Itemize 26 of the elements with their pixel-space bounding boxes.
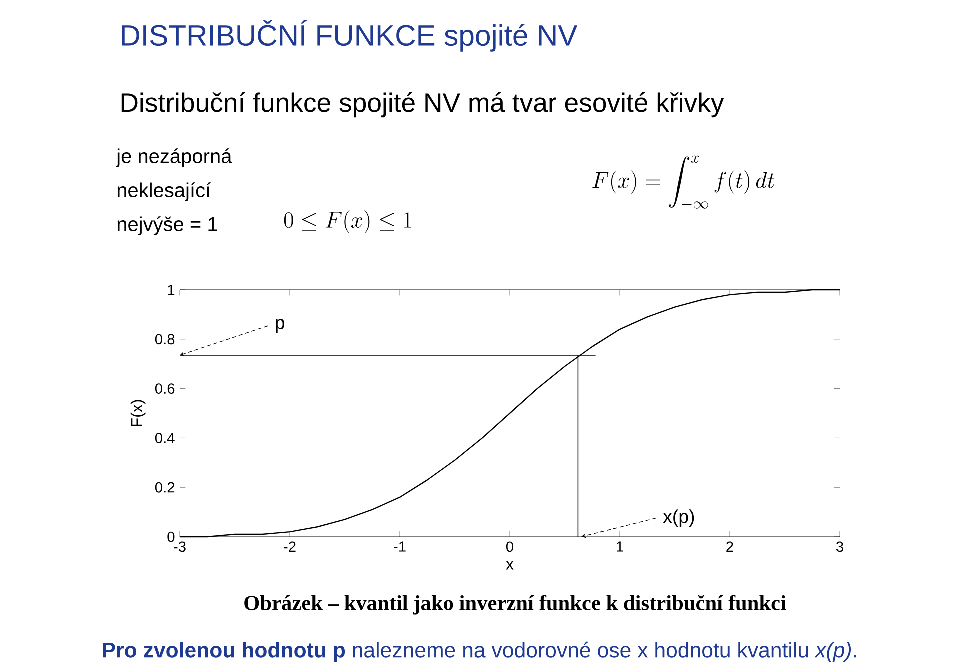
y-axis-title: F(x)	[130, 400, 146, 426]
y-tick-label: 0.6	[155, 384, 175, 394]
text: $F(x) = \int_{-\infty}^{x} f(t)\,dt$	[592, 156, 775, 209]
x-axis-title: x	[506, 561, 514, 570]
annotation: x(p)	[663, 510, 694, 528]
x-tick-label: -3	[174, 542, 186, 552]
x-tick-label: -2	[284, 542, 296, 552]
y-tick-label: 0	[168, 532, 175, 542]
text: Obrázek – kvantil jako inverzní funkce k distribuční funkci	[244, 595, 786, 615]
annotation: p	[276, 319, 285, 334]
x-tick-label: 1	[617, 542, 624, 552]
chart-subtitle: Distribuční funkce spojité NV má tvar esovité křivky	[122, 92, 724, 118]
text: je nezáporná	[116, 148, 232, 168]
text: $0 \le F(x) \le 1$	[284, 210, 412, 234]
x-tick-label: -1	[394, 542, 406, 552]
text: neklesající	[118, 182, 211, 202]
x-tick-label: 0	[506, 542, 514, 552]
y-tick-label: 0.4	[155, 433, 175, 444]
chart-title: DISTRIBUČNÍ FUNKCE spojité NV	[122, 20, 578, 52]
y-tick-label: 1	[168, 284, 175, 296]
y-tick-label: 0.2	[155, 482, 175, 493]
y-tick-label: 0.8	[155, 334, 175, 345]
x-tick-label: 3	[836, 542, 844, 552]
text: Pro zvolenou hodnotu p nalezneme na vodorovné ose x hodnotu kvantilu x(p).	[103, 642, 856, 662]
text: nejvýše = 1	[118, 216, 218, 236]
x-tick-label: 2	[726, 542, 734, 552]
